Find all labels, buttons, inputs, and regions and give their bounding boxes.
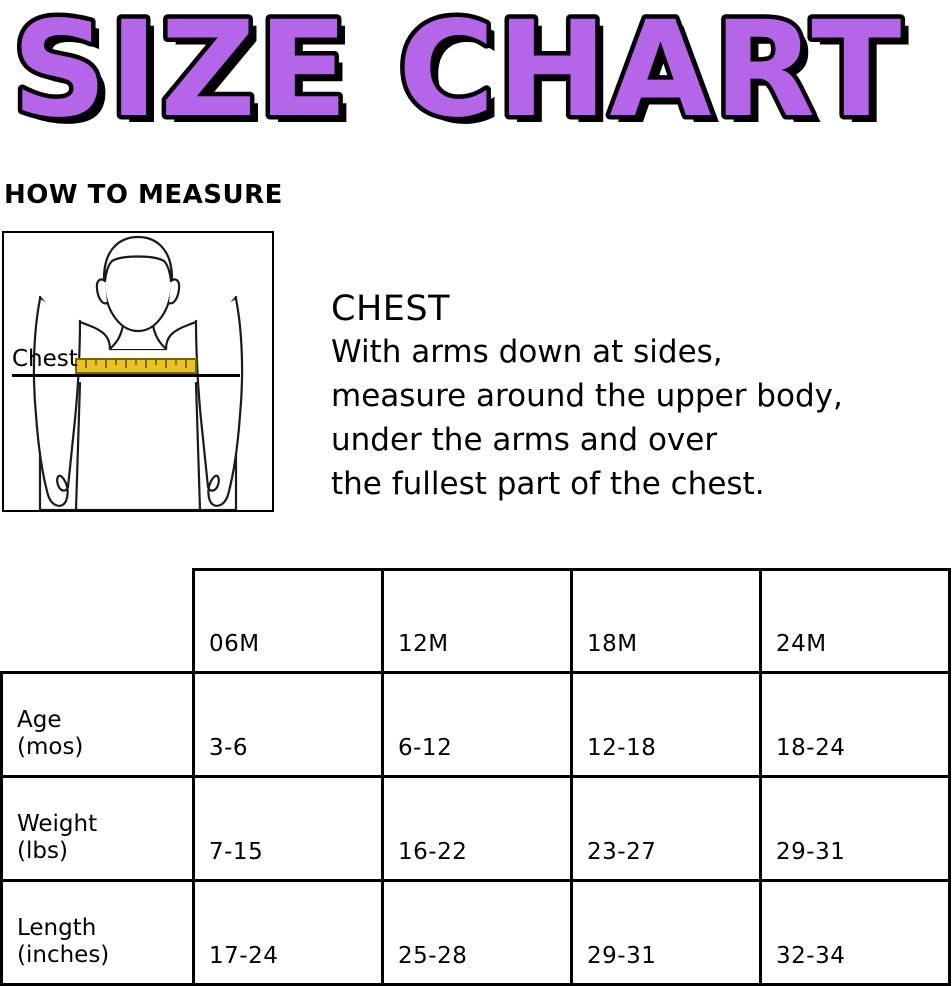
page-title: SIZE CHART SIZE CHART: [0, 0, 952, 150]
table-row: Age (mos) 3-6 6-12 12-18 18-24: [0, 671, 951, 778]
cell-weight-18m: 23-27: [570, 775, 762, 882]
measurement-description: CHEST With arms down at sides, measure a…: [331, 288, 941, 506]
table-row: Weight (lbs) 7-15 16-22 23-27 29-31: [0, 775, 951, 882]
chest-leader-line: [12, 374, 240, 377]
instruction-line: measure around the upper body,: [331, 378, 843, 414]
body-figure-illustration: [32, 235, 244, 510]
instruction-line: With arms down at sides,: [331, 334, 723, 370]
table-row: Length (inches) 17-24 25-28 29-31 32-34: [0, 879, 951, 986]
table-header-row: 06M 12M 18M 24M: [1, 568, 951, 674]
table-header-18m: 18M: [570, 568, 762, 674]
table-header-06m: 06M: [192, 568, 384, 674]
how-to-measure-heading: HOW TO MEASURE: [4, 180, 283, 210]
row-label-age: Age (mos): [0, 671, 195, 778]
title-shadow-text: SIZE CHART: [20, 0, 911, 150]
table-header-blank: [1, 569, 194, 673]
title-fill-text: SIZE CHART: [12, 0, 903, 147]
cell-age-06m: 3-6: [192, 671, 384, 778]
instruction-line: under the arms and over: [331, 422, 718, 458]
cell-age-12m: 6-12: [381, 671, 573, 778]
row-label-length: Length (inches): [0, 879, 195, 986]
row-label-weight: Weight (lbs): [0, 775, 195, 882]
size-table: 06M 12M 18M 24M Age (mos) 3-6 6-12 12-18…: [0, 568, 951, 986]
cell-length-18m: 29-31: [570, 879, 762, 986]
cell-weight-06m: 7-15: [192, 775, 384, 882]
measurement-instructions: With arms down at sides, measure around …: [331, 330, 941, 506]
cell-length-24m: 32-34: [759, 879, 951, 986]
chest-figure-label: Chest: [12, 346, 78, 372]
table-header-24m: 24M: [759, 568, 951, 674]
cell-weight-12m: 16-22: [381, 775, 573, 882]
cell-weight-24m: 29-31: [759, 775, 951, 882]
tape-measure-overlay: [75, 358, 197, 374]
title-artwork: SIZE CHART SIZE CHART: [8, 0, 911, 150]
table-header-12m: 12M: [381, 568, 573, 674]
measurement-name: CHEST: [331, 289, 450, 329]
cell-age-18m: 12-18: [570, 671, 762, 778]
instruction-line: the fullest part of the chest.: [331, 466, 765, 502]
cell-age-24m: 18-24: [759, 671, 951, 778]
cell-length-12m: 25-28: [381, 879, 573, 986]
cell-length-06m: 17-24: [192, 879, 384, 986]
